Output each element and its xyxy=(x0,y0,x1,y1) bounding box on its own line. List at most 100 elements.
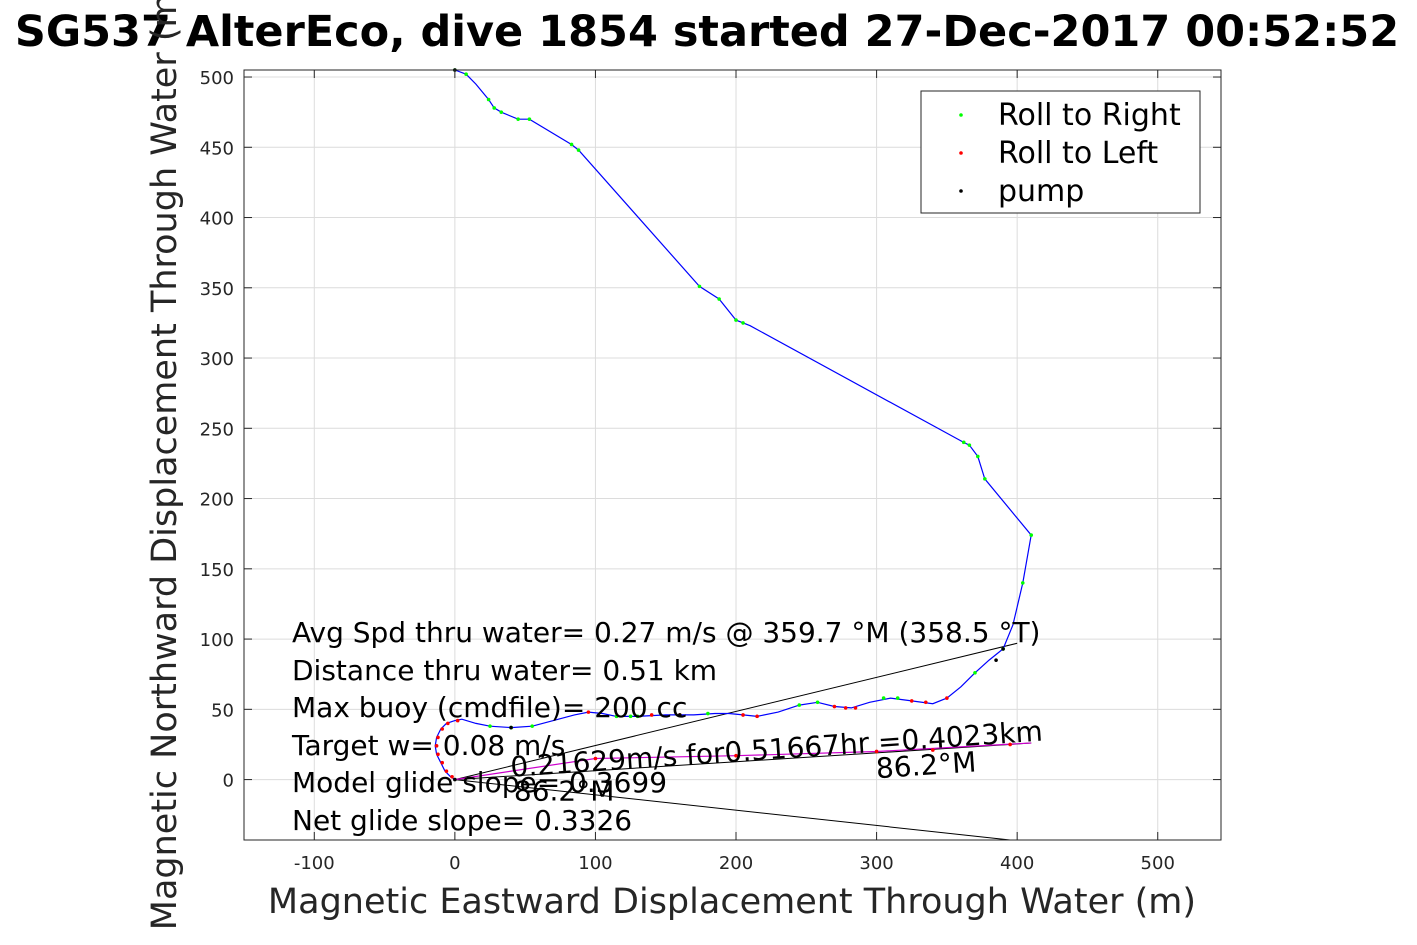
roll-to-left-point xyxy=(450,774,454,779)
dive-statistics: Avg Spd thru water= 0.27 m/s @ 359.7 °M … xyxy=(291,616,1040,837)
y-tick-label: 50 xyxy=(211,700,234,721)
y-axis-label: Magnetic Northward Displacement Through … xyxy=(145,0,185,930)
x-tick-label: 200 xyxy=(719,853,753,874)
roll-to-left-point xyxy=(741,713,745,717)
roll-to-right-point xyxy=(628,714,633,719)
y-tick-label: 250 xyxy=(200,419,234,440)
roll-to-left-point xyxy=(909,699,914,703)
pump-point xyxy=(994,658,998,662)
reference-line xyxy=(454,779,1011,841)
series-markers xyxy=(434,68,1034,782)
roll-to-right-point xyxy=(499,110,504,114)
roll-to-left-point xyxy=(1008,742,1012,747)
annotation-2: 86.2°M xyxy=(514,775,615,808)
roll-to-right-point xyxy=(961,440,966,445)
roll-to-left-point xyxy=(832,704,837,709)
legend-marker-roll-right xyxy=(959,113,963,117)
grid-lines xyxy=(244,70,1221,840)
stat-net-glide: Net glide slope= 0.3326 xyxy=(292,804,632,837)
roll-to-left-point xyxy=(649,713,654,717)
roll-to-right-point xyxy=(492,106,497,110)
roll-to-left-point xyxy=(853,706,858,710)
y-tick-label: 200 xyxy=(200,490,234,511)
x-ticks: -100 0 100 200 300 400 500 xyxy=(294,70,1175,874)
roll-to-left-point xyxy=(436,752,440,757)
reference-lines xyxy=(454,642,1032,841)
stat-model-glide: Model glide slope= 0.3699 xyxy=(292,766,667,799)
reference-line xyxy=(454,742,1032,781)
roll-to-right-point xyxy=(527,117,532,121)
x-tick-label: 400 xyxy=(1000,853,1034,874)
roll-to-right-point xyxy=(1020,581,1025,585)
y-tick-label: 350 xyxy=(200,279,234,300)
y-tick-label: 0 xyxy=(223,771,234,792)
y-tick-label: 400 xyxy=(200,209,234,230)
roll-to-right-point xyxy=(569,142,574,147)
y-tick-label: 100 xyxy=(200,630,234,651)
x-tick-label: 300 xyxy=(859,853,893,874)
x-tick-label: 0 xyxy=(449,853,460,874)
roll-to-left-point xyxy=(874,749,879,754)
roll-to-right-point xyxy=(486,97,491,102)
roll-to-left-point xyxy=(444,769,449,773)
roll-to-right-point xyxy=(614,714,619,719)
roll-to-left-point xyxy=(434,744,439,748)
roll-to-left-point xyxy=(586,710,591,714)
roll-to-right-point xyxy=(1029,533,1034,537)
roll-to-right-point xyxy=(530,724,534,728)
stat-target-w: Target w= 0.08 m/s xyxy=(291,729,565,762)
x-tick-label: 100 xyxy=(578,853,612,874)
legend-label-pump: pump xyxy=(998,174,1084,209)
y-tick-label: 450 xyxy=(200,138,234,159)
x-axis-label: Magnetic Eastward Displacement Through W… xyxy=(268,882,1196,922)
track-line xyxy=(434,69,1032,781)
roll-to-right-point xyxy=(895,696,900,700)
legend-marker-pump xyxy=(959,189,963,193)
stat-distance: Distance thru water= 0.51 km xyxy=(292,654,717,687)
roll-to-left-point xyxy=(931,748,935,752)
y-tick-label: 500 xyxy=(200,68,234,89)
roll-to-right-point xyxy=(881,696,886,700)
roll-to-left-point xyxy=(755,714,759,719)
roll-to-left-point xyxy=(945,696,949,700)
roll-to-right-point xyxy=(706,711,710,716)
roll-to-right-point xyxy=(797,703,802,707)
y-tick-label: 300 xyxy=(200,349,234,370)
plot-frame xyxy=(243,69,1222,841)
y-ticks: 0 50 100 150 200 250 300 350 400 450 500 xyxy=(200,68,1221,792)
reference-line xyxy=(454,642,1018,781)
roll-to-right-point xyxy=(976,454,980,459)
chart-title: SG537 AlterEco, dive 1854 started 27-Dec… xyxy=(15,7,1399,57)
roll-to-right-point xyxy=(741,321,745,325)
roll-to-left-point xyxy=(843,706,848,710)
pump-point xyxy=(677,713,682,717)
roll-to-left-point xyxy=(593,756,598,761)
x-tick-label: -100 xyxy=(294,853,335,874)
pump-point xyxy=(1001,647,1005,651)
roll-to-right-point xyxy=(464,72,468,77)
legend-marker-roll-left xyxy=(959,151,963,155)
annotation-1: 86.2°M xyxy=(875,745,978,785)
roll-to-right-point xyxy=(488,724,492,728)
roll-to-right-point xyxy=(967,443,972,447)
x-tick-label: 500 xyxy=(1141,853,1175,874)
legend-label-roll-right: Roll to Right xyxy=(998,98,1181,133)
roll-to-right-point xyxy=(815,700,820,705)
pump-point xyxy=(453,777,457,782)
roll-to-right-point xyxy=(576,148,581,152)
stat-avg-speed: Avg Spd thru water= 0.27 m/s @ 359.7 °M … xyxy=(292,616,1040,649)
roll-to-right-point xyxy=(983,477,987,481)
y-tick-label: 150 xyxy=(200,560,234,581)
pump-point xyxy=(509,725,513,730)
roll-to-left-point xyxy=(455,718,460,723)
roll-to-left-point xyxy=(446,721,450,726)
roll-to-left-point xyxy=(734,753,738,758)
roll-to-left-point xyxy=(923,700,928,705)
legend-label-roll-left: Roll to Left xyxy=(998,136,1158,171)
roll-to-right-point xyxy=(717,297,721,301)
roll-to-left-point xyxy=(436,735,440,740)
roll-to-left-point xyxy=(440,760,445,765)
legend: Roll to Right Roll to Left pump xyxy=(920,90,1201,214)
roll-to-left-point xyxy=(440,727,445,731)
